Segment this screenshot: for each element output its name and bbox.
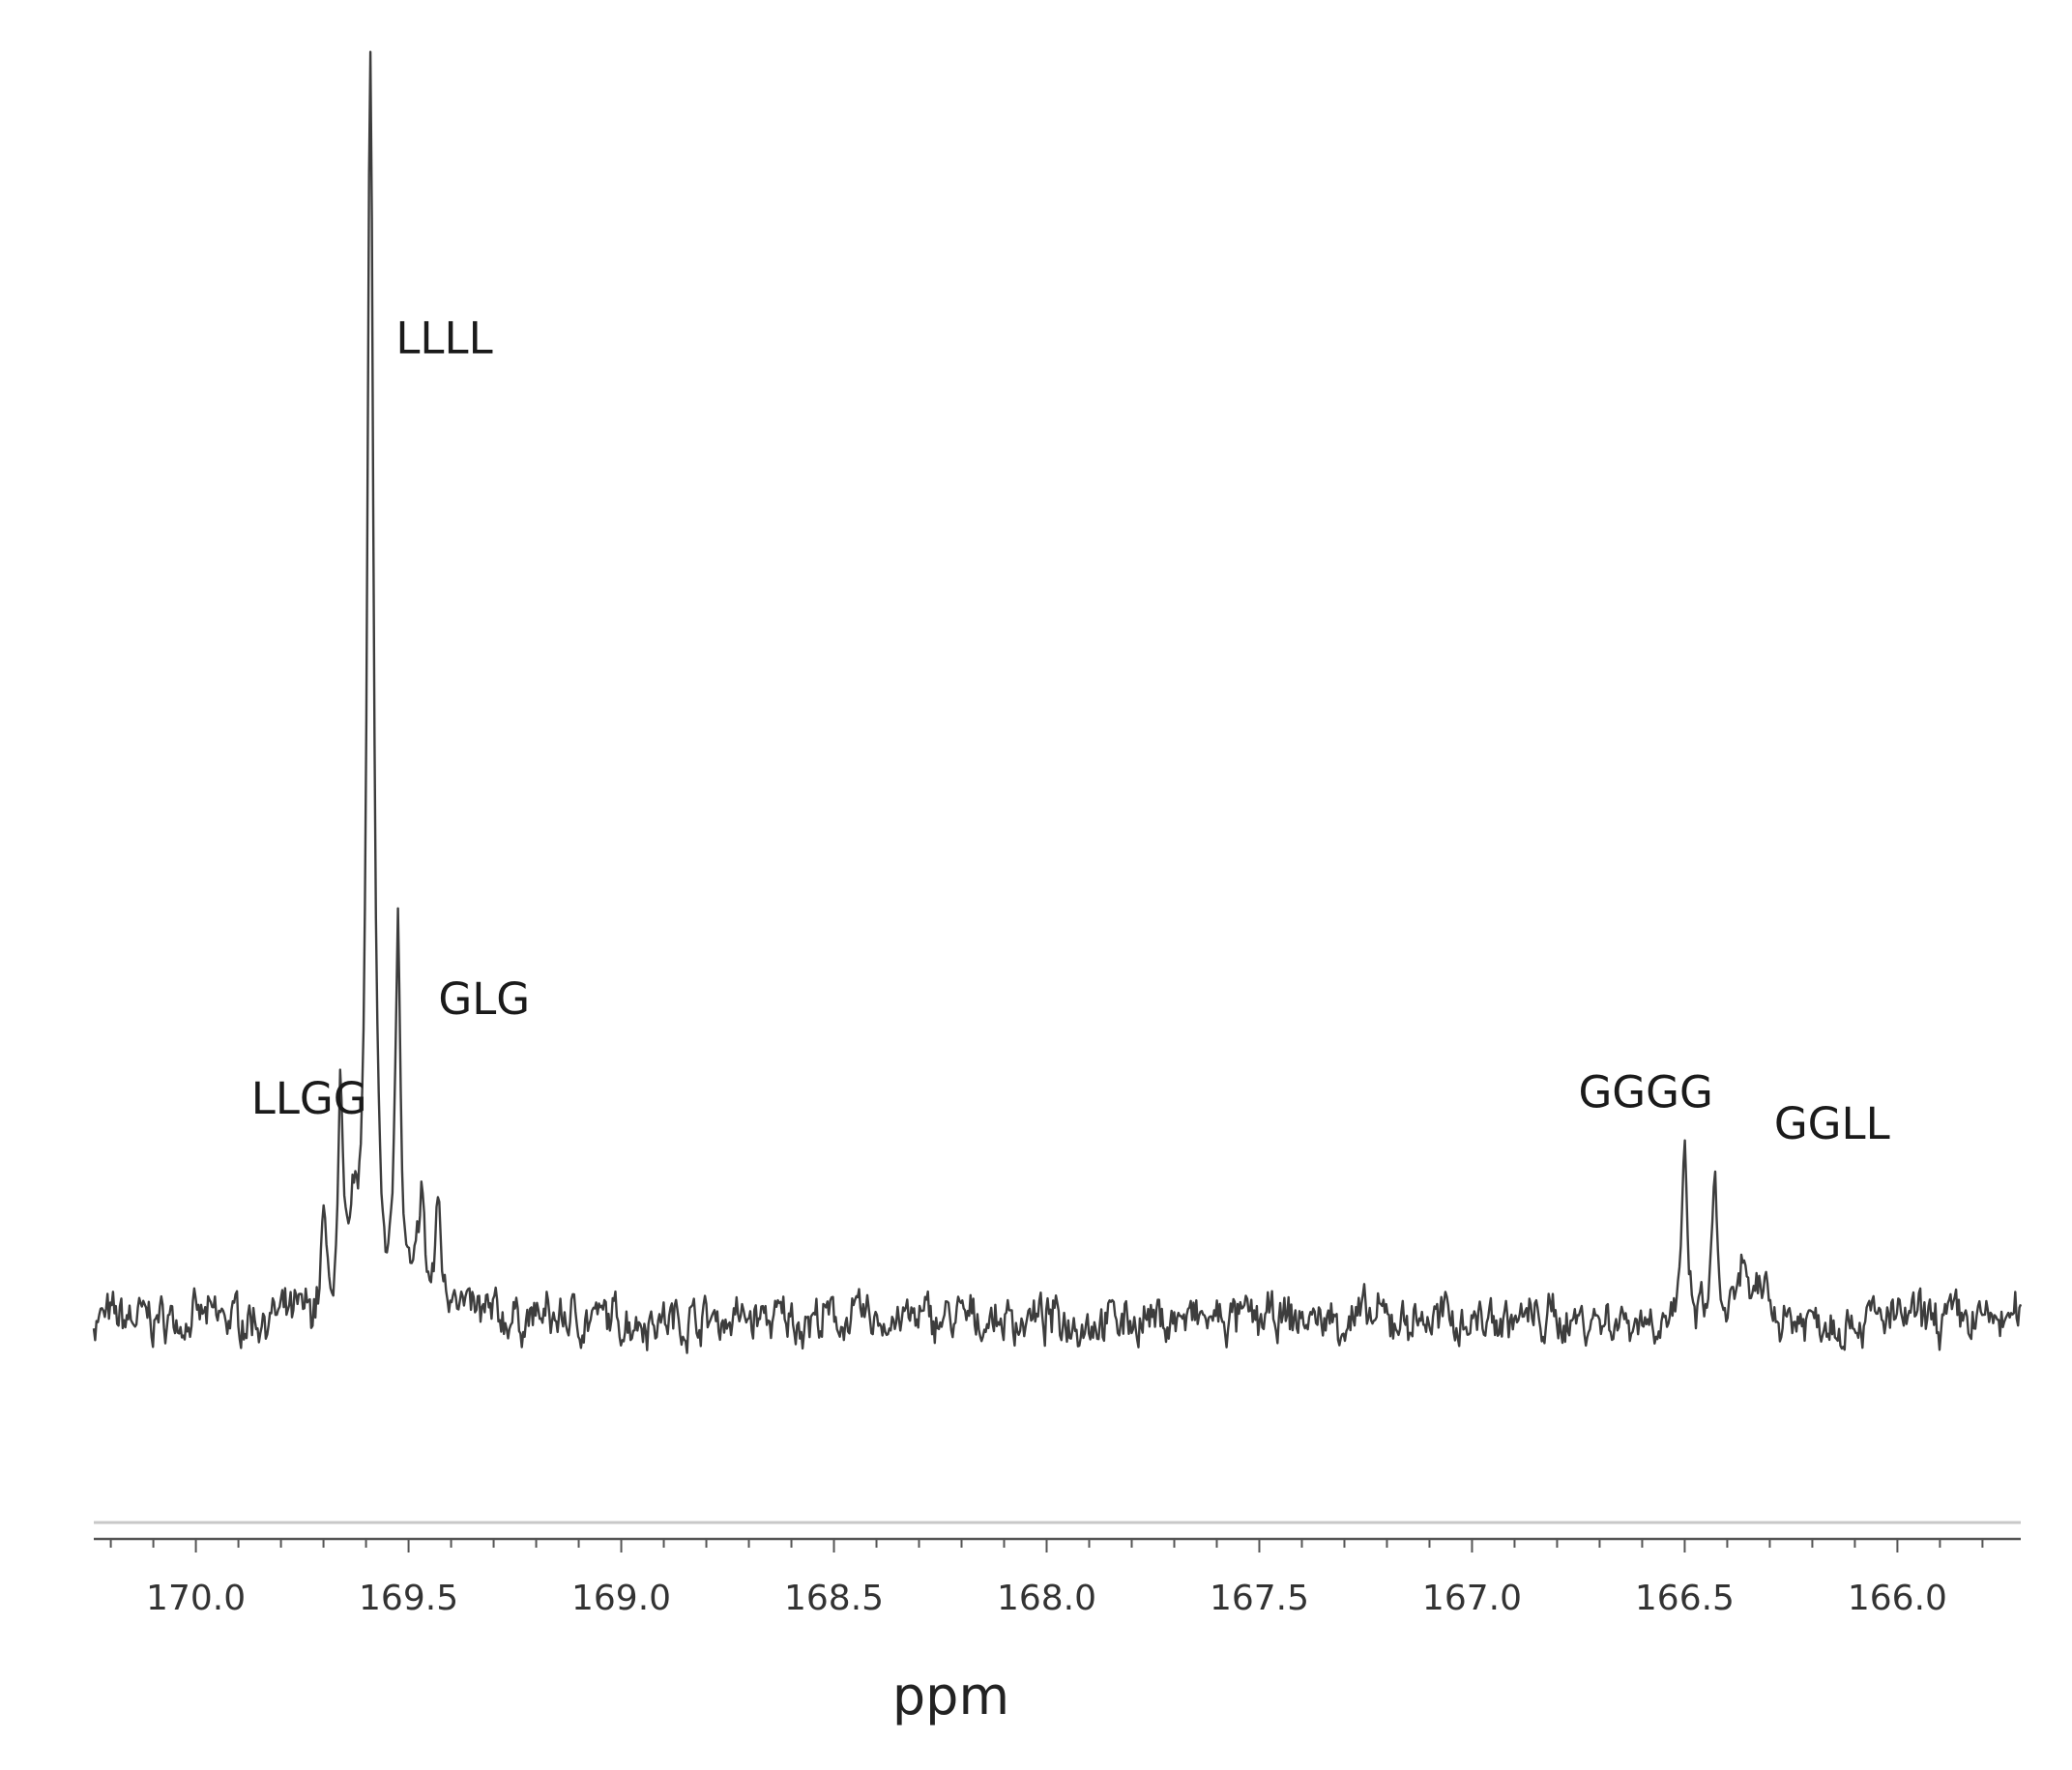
- x-tick-label: 167.5: [1210, 1579, 1309, 1618]
- peak-label-ggll: GGLL: [1774, 1098, 1890, 1149]
- x-tick-label: 168.0: [997, 1579, 1096, 1618]
- x-tick-label: 169.5: [359, 1579, 458, 1618]
- plot-area: [92, 50, 2023, 1354]
- x-tick-label: 169.0: [571, 1579, 671, 1618]
- peak-label-glg: GLG: [438, 973, 530, 1025]
- x-axis-ticks: [109, 1539, 1984, 1552]
- peak-annotations: LLLL GLG LLGG GGGG GGLL: [251, 312, 1890, 1149]
- peak-label-gggg: GGGG: [1578, 1067, 1712, 1118]
- x-axis-label: ppm: [892, 1666, 1009, 1726]
- peak-label-llgg: LLGG: [251, 1073, 367, 1124]
- peak-label-llll: LLLL: [395, 312, 492, 363]
- x-tick-label: 168.5: [784, 1579, 884, 1618]
- x-tick-label: 167.0: [1422, 1579, 1522, 1618]
- x-axis-tick-labels: 170.0 169.5 169.0 168.5 168.0 167.5 167.0 166.5…: [146, 1579, 1947, 1618]
- x-tick-label: 170.0: [146, 1579, 246, 1618]
- x-tick-label: 166.0: [1848, 1579, 1947, 1618]
- spectrum-trace: [92, 50, 2023, 1354]
- x-tick-label: 166.5: [1635, 1579, 1735, 1618]
